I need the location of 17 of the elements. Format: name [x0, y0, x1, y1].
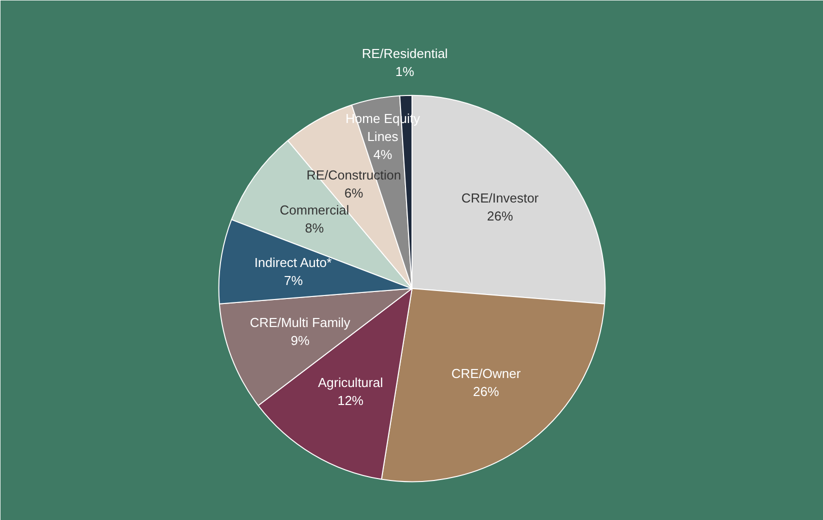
slice-label: Commercial — [280, 202, 350, 218]
data-label: 1% — [395, 64, 415, 79]
data-label: 9% — [290, 332, 310, 348]
data-label: 26% — [473, 384, 500, 400]
slice-label: RE/Construction — [306, 167, 402, 182]
slice-label: RE/Residential — [362, 46, 448, 61]
data-label: 12% — [337, 392, 364, 408]
slice-label: Indirect Auto* — [254, 254, 332, 270]
data-label: 6% — [344, 185, 364, 200]
data-label: 4% — [373, 147, 393, 162]
data-label: 8% — [305, 220, 324, 236]
slice-label: CRE/Owner — [451, 366, 522, 382]
slice-label: CRE/Investor — [461, 190, 540, 206]
data-label: 7% — [284, 272, 304, 288]
slice-label: CRE/Multi Family — [250, 314, 351, 330]
slice-label: Agricultural — [318, 374, 384, 390]
data-label: 26% — [486, 208, 514, 224]
